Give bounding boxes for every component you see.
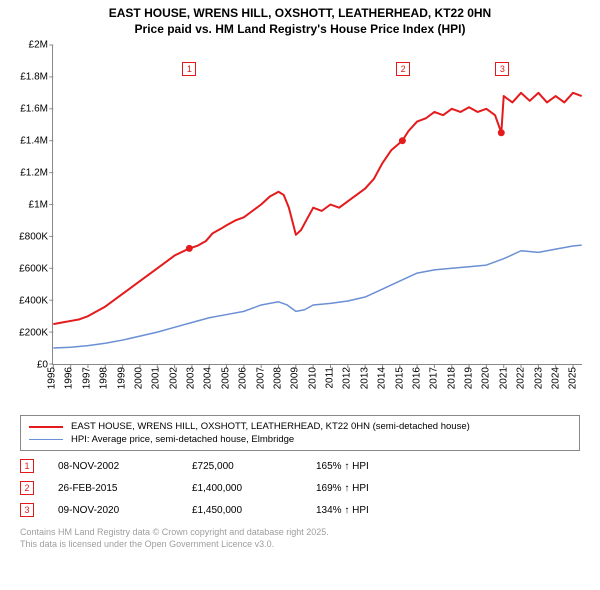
x-tick-label: 2025 (568, 367, 579, 389)
event-date: 26-FEB-2015 (58, 483, 168, 494)
y-tick-label: £1M (29, 200, 48, 211)
chart-container: EAST HOUSE, WRENS HILL, OXSHOTT, LEATHER… (0, 0, 600, 557)
y-tick-label: £200K (19, 328, 48, 339)
event-number-badge: 2 (20, 481, 34, 495)
y-tick-label: £800K (19, 232, 48, 243)
event-number-badge: 1 (20, 459, 34, 473)
x-tick-label: 2024 (550, 367, 561, 389)
events-table: 1 08-NOV-2002 £725,000 165% ↑ HPI 2 26-FEB-20… (20, 455, 580, 521)
legend-label: EAST HOUSE, WRENS HILL, OXSHOTT, LEATHER… (71, 421, 470, 432)
x-tick-label: 2020 (481, 367, 492, 389)
x-tick-label: 1996 (64, 367, 75, 389)
legend-label: HPI: Average price, semi-detached house,… (71, 434, 294, 445)
x-tick-label: 1999 (116, 367, 127, 389)
x-tick-label: 2014 (377, 367, 388, 389)
x-tick-label: 2018 (446, 367, 457, 389)
sale-marker-3: 3 (495, 62, 509, 76)
footer-line-1: Contains HM Land Registry data © Crown c… (20, 527, 580, 539)
event-row: 2 26-FEB-2015 £1,400,000 169% ↑ HPI (20, 477, 580, 499)
x-tick-label: 2003 (186, 367, 197, 389)
y-tick-label: £1.8M (20, 72, 48, 83)
event-date: 08-NOV-2002 (58, 461, 168, 472)
x-tick-label: 2004 (203, 367, 214, 389)
series-price_paid (53, 93, 581, 324)
x-tick-label: 2017 (429, 367, 440, 389)
event-price: £1,450,000 (192, 505, 292, 516)
y-tick-label: £2M (29, 40, 48, 51)
y-tick-label: £1.2M (20, 168, 48, 179)
sale-marker-2: 2 (396, 62, 410, 76)
footer-attribution: Contains HM Land Registry data © Crown c… (20, 527, 580, 550)
event-price: £1,400,000 (192, 483, 292, 494)
event-pct-vs-hpi: 165% ↑ HPI (316, 461, 369, 472)
x-tick-label: 2011 (325, 367, 336, 389)
event-row: 3 09-NOV-2020 £1,450,000 134% ↑ HPI (20, 499, 580, 521)
x-tick-label: 2001 (151, 367, 162, 389)
event-pct-vs-hpi: 134% ↑ HPI (316, 505, 369, 516)
legend-swatch (29, 426, 63, 428)
sale-point-dot (186, 245, 193, 252)
y-axis: £0£200K£400K£600K£800K£1M£1.2M£1.4M£1.6M… (10, 45, 52, 365)
y-tick-label: £600K (19, 264, 48, 275)
x-tick-label: 2012 (342, 367, 353, 389)
sale-marker-1: 1 (182, 62, 196, 76)
x-tick-label: 2008 (272, 367, 283, 389)
legend-row: HPI: Average price, semi-detached house,… (29, 433, 571, 446)
event-number-badge: 3 (20, 503, 34, 517)
x-tick-label: 2005 (220, 367, 231, 389)
sale-point-dot (399, 137, 406, 144)
x-tick-label: 2016 (411, 367, 422, 389)
x-axis: 1995199619971998199920002001200220032004… (52, 365, 582, 409)
x-tick-label: 2015 (394, 367, 405, 389)
title-line-2: Price paid vs. HM Land Registry's House … (10, 22, 590, 38)
x-tick-label: 2006 (238, 367, 249, 389)
x-tick-label: 2021 (498, 367, 509, 389)
x-tick-label: 2007 (255, 367, 266, 389)
legend-box: EAST HOUSE, WRENS HILL, OXSHOTT, LEATHER… (20, 415, 580, 451)
x-tick-label: 2010 (307, 367, 318, 389)
plot-area: 1 2 3 (52, 45, 582, 365)
series-hpi (53, 245, 581, 348)
y-tick-label: £400K (19, 296, 48, 307)
x-tick-label: 2019 (464, 367, 475, 389)
x-tick-label: 1997 (81, 367, 92, 389)
chart-area: £0£200K£400K£600K£800K£1M£1.2M£1.4M£1.6M… (10, 45, 590, 409)
x-tick-label: 2022 (516, 367, 527, 389)
chart-title: EAST HOUSE, WRENS HILL, OXSHOTT, LEATHER… (10, 6, 590, 37)
x-tick-label: 2023 (533, 367, 544, 389)
footer-line-2: This data is licensed under the Open Gov… (20, 539, 580, 551)
x-tick-label: 2013 (359, 367, 370, 389)
title-line-1: EAST HOUSE, WRENS HILL, OXSHOTT, LEATHER… (10, 6, 590, 22)
sale-point-dot (498, 129, 505, 136)
y-tick-label: £1.6M (20, 104, 48, 115)
x-tick-label: 2002 (168, 367, 179, 389)
event-date: 09-NOV-2020 (58, 505, 168, 516)
x-tick-label: 2000 (133, 367, 144, 389)
legend-row: EAST HOUSE, WRENS HILL, OXSHOTT, LEATHER… (29, 420, 571, 433)
legend-swatch (29, 439, 63, 440)
y-tick-label: £1.4M (20, 136, 48, 147)
event-price: £725,000 (192, 461, 292, 472)
plot-svg (53, 45, 582, 364)
x-tick-label: 1995 (47, 367, 58, 389)
event-row: 1 08-NOV-2002 £725,000 165% ↑ HPI (20, 455, 580, 477)
event-pct-vs-hpi: 169% ↑ HPI (316, 483, 369, 494)
x-tick-label: 2009 (290, 367, 301, 389)
x-tick-label: 1998 (99, 367, 110, 389)
